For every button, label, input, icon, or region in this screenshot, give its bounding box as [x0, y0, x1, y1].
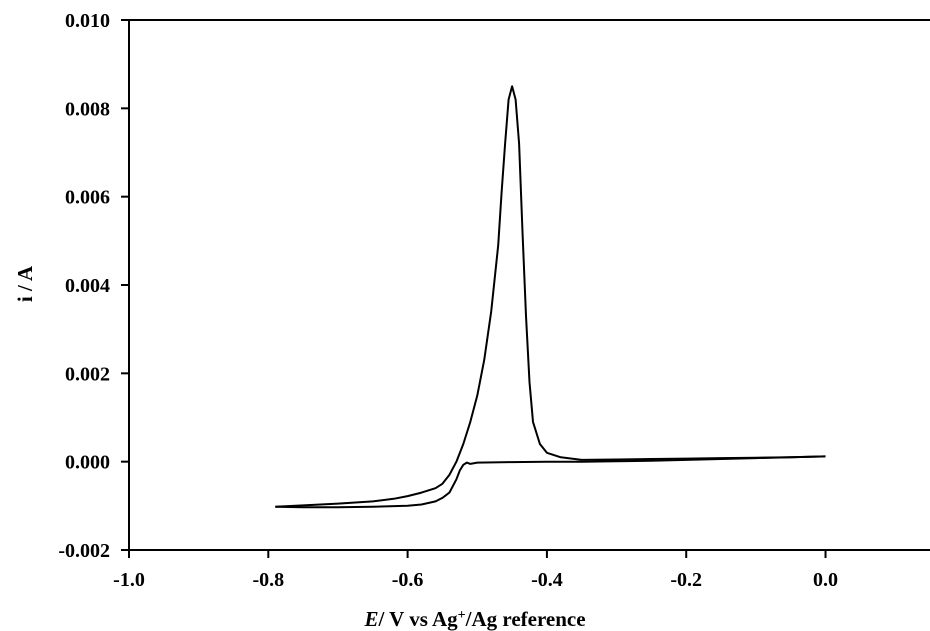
x-tick-label: -0.6: [392, 569, 424, 591]
y-tick-label: 0.002: [65, 363, 110, 385]
y-tick-label: 0.006: [65, 187, 110, 209]
x-axis-ticks: -1.0 -0.8 -0.6 -0.4 -0.2 0.0: [113, 550, 838, 591]
x-tick-label: -0.2: [670, 569, 702, 591]
y-tick-label: 0.010: [65, 10, 110, 32]
data-curves: [275, 85, 826, 509]
x-tick-label: 0.0: [813, 569, 838, 591]
x-tick-label: -0.8: [252, 569, 284, 591]
plot-area: [128, 19, 930, 551]
scan-curve-return: [275, 455, 826, 509]
y-tick-label: 0.008: [65, 98, 110, 120]
scan-curve-forward: [275, 85, 826, 508]
y-tick-label: -0.002: [58, 540, 110, 562]
y-tick-label: 0.004: [65, 275, 110, 297]
x-axis-title: E/ V vs Ag+/Ag reference: [363, 607, 585, 631]
y-axis-ticks: -0.002 0.000 0.002 0.004 0.006 0.008 0.010: [58, 10, 129, 562]
y-axis-title: i / A: [13, 265, 37, 302]
y-tick-label: 0.000: [65, 452, 110, 474]
x-tick-label: -0.4: [531, 569, 563, 591]
x-tick-label: -1.0: [113, 569, 145, 591]
